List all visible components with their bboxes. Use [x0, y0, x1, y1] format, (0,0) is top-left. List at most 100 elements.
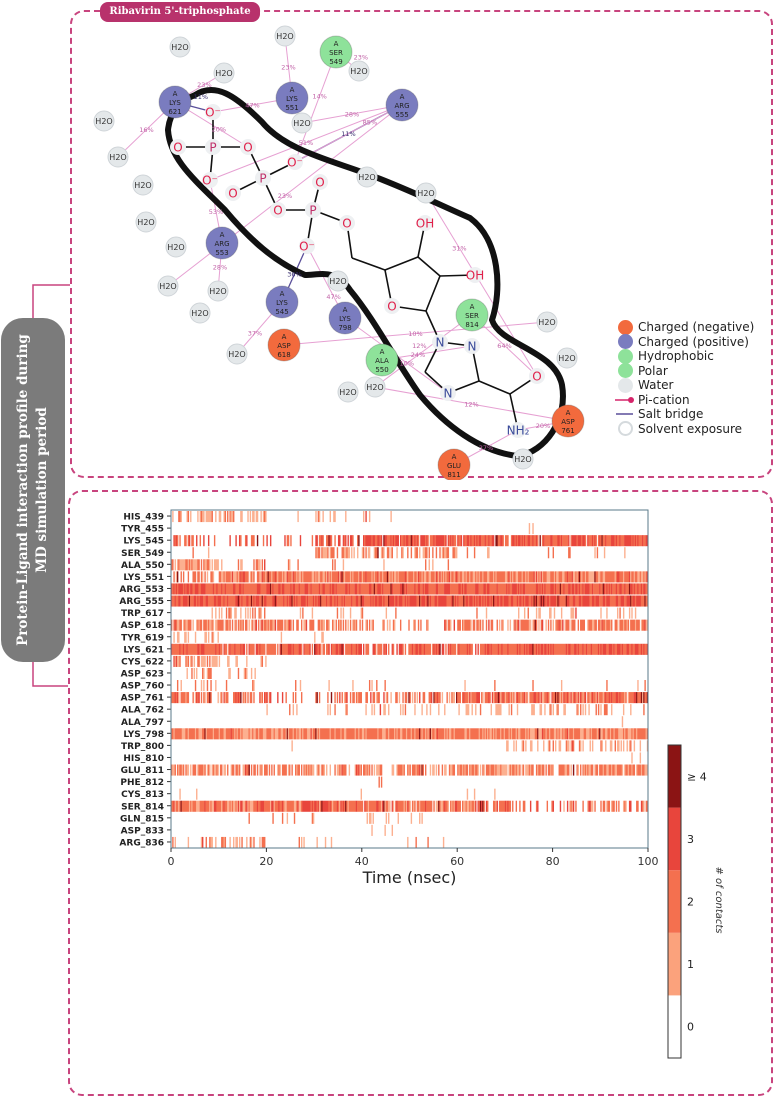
- contact-stripe: [637, 583, 639, 595]
- contact-stripe: [365, 619, 367, 631]
- contact-stripe: [492, 692, 495, 704]
- contact-stripe: [467, 692, 470, 704]
- contact-stripe: [543, 728, 546, 740]
- contact-stripe: [626, 643, 630, 655]
- contact-stripe: [174, 836, 176, 848]
- contact-stripe: [196, 595, 198, 607]
- contact-stripe: [497, 643, 500, 655]
- contact-stripe: [184, 619, 186, 631]
- contact-stripe: [463, 692, 465, 704]
- contact-stripe: [444, 619, 446, 631]
- residue-number: 553: [215, 249, 228, 257]
- contact-stripe: [428, 547, 430, 559]
- contact-stripe: [235, 619, 237, 631]
- contact-stripe: [323, 764, 326, 776]
- contact-stripe: [510, 571, 513, 583]
- contact-stripe: [392, 571, 395, 583]
- contact-stripe: [372, 812, 374, 824]
- contact-stripe: [389, 728, 395, 740]
- contact-stripe: [608, 692, 611, 704]
- interaction-percent: 20%: [536, 422, 550, 430]
- contact-stripe: [261, 836, 266, 848]
- contact-stripe: [587, 692, 590, 704]
- contact-stripe: [575, 571, 577, 583]
- contact-stripe: [289, 619, 291, 631]
- contact-stripe: [234, 619, 236, 631]
- y-tick-label: TRP_617: [121, 609, 164, 619]
- contact-stripe: [237, 800, 240, 812]
- contact-stripe: [645, 800, 649, 812]
- contact-stripe: [588, 800, 591, 812]
- contact-stripe: [508, 704, 510, 716]
- contact-stripe: [549, 704, 551, 716]
- contact-stripe: [516, 764, 520, 776]
- contact-stripe: [525, 692, 527, 704]
- contact-stripe: [311, 571, 315, 583]
- contact-stripe: [187, 571, 190, 583]
- contact-stripe: [458, 571, 460, 583]
- contact-stripe: [556, 571, 559, 583]
- contact-stripe: [452, 535, 454, 547]
- contact-stripe: [296, 704, 298, 716]
- contact-stripe: [296, 571, 298, 583]
- contact-stripe: [216, 643, 219, 655]
- contact-stripe: [402, 583, 404, 595]
- contact-stripe: [425, 643, 432, 655]
- contact-stripe: [382, 619, 384, 631]
- contact-stripe: [380, 535, 383, 547]
- contact-stripe: [525, 740, 527, 752]
- contact-stripe: [357, 583, 360, 595]
- contact-stripe: [416, 800, 420, 812]
- contact-stripe: [187, 619, 192, 631]
- contact-stripe: [454, 547, 458, 559]
- contact-stripe: [357, 547, 359, 559]
- contact-stripe: [311, 535, 314, 547]
- contact-stripe: [421, 704, 423, 716]
- contact-stripe: [404, 571, 407, 583]
- contact-stripe: [230, 607, 233, 619]
- contact-stripe: [176, 655, 180, 667]
- contact-stripe: [215, 511, 217, 523]
- contact-stripe: [466, 547, 469, 559]
- contact-stripe: [550, 535, 553, 547]
- contact-stripe: [240, 511, 243, 523]
- contact-stripe: [478, 728, 481, 740]
- contact-stripe: [419, 571, 422, 583]
- contact-stripe: [414, 535, 416, 547]
- contact-stripe: [484, 692, 489, 704]
- contact-stripe: [515, 692, 518, 704]
- ligand-bond: [425, 275, 441, 312]
- contact-stripe: [464, 583, 467, 595]
- contact-stripe: [258, 607, 260, 619]
- contact-stripe: [290, 619, 292, 631]
- contact-stripe: [549, 740, 551, 752]
- contact-stripe: [501, 643, 503, 655]
- contact-stripe: [602, 800, 606, 812]
- contact-stripe: [534, 595, 537, 607]
- contact-stripe: [361, 607, 364, 619]
- contact-stripe: [266, 643, 277, 655]
- contact-stripe: [450, 583, 459, 595]
- contact-stripe: [250, 667, 253, 679]
- contact-stripe: [204, 692, 206, 704]
- contact-stripe: [281, 643, 289, 655]
- contact-stripe: [196, 788, 198, 800]
- contact-stripe: [528, 571, 534, 583]
- contact-stripe: [181, 764, 184, 776]
- contact-stripe: [447, 535, 450, 547]
- contact-stripe: [213, 559, 219, 571]
- contact-stripe: [302, 800, 311, 812]
- contact-stripe: [442, 800, 445, 812]
- contact-stripe: [489, 764, 491, 776]
- contact-stripe: [419, 764, 421, 776]
- x-tick-label: 80: [546, 855, 560, 868]
- contact-stripe: [259, 728, 264, 740]
- contact-stripe: [371, 583, 374, 595]
- contact-stripe: [266, 692, 268, 704]
- contact-stripe: [436, 643, 439, 655]
- contact-stripe: [433, 692, 435, 704]
- contact-stripe: [465, 704, 470, 716]
- contact-stripe: [597, 728, 600, 740]
